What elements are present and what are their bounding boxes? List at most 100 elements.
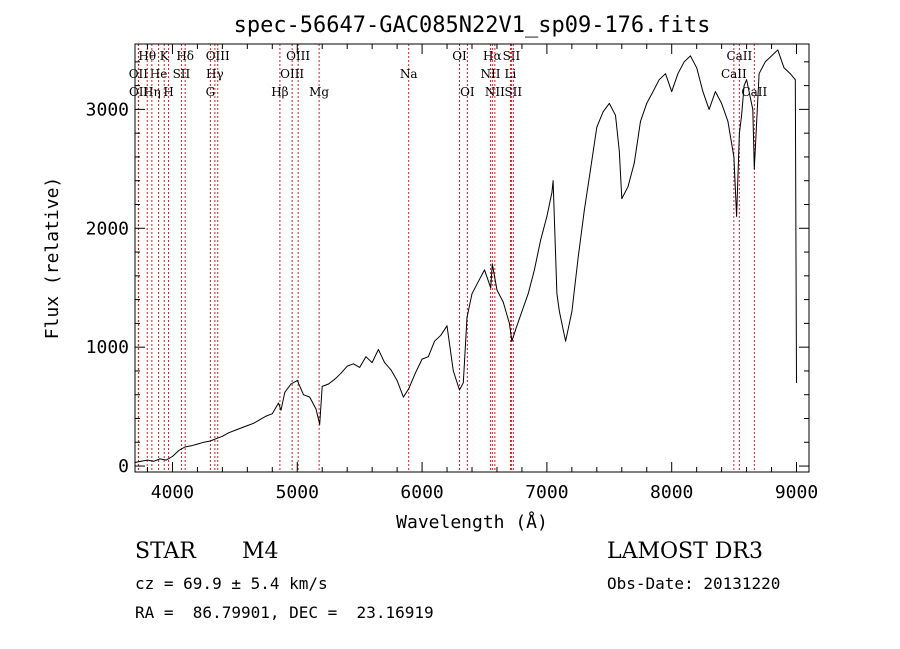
x-tick-label: 4000 [151, 482, 194, 503]
data-point [403, 396, 404, 398]
data-point [284, 391, 286, 393]
data-point [596, 126, 598, 128]
line-label: Hη [143, 85, 161, 99]
series-line-spectrum [134, 49, 797, 463]
line-label: G [206, 85, 216, 99]
data-point [583, 210, 585, 211]
data-point [683, 61, 685, 63]
data-point [556, 293, 558, 295]
data-point [147, 459, 148, 461]
data-point [378, 349, 379, 350]
data-point [290, 383, 292, 385]
data-point [696, 67, 698, 69]
data-point [665, 73, 666, 75]
data-point [565, 340, 566, 342]
sky-coordinates: RA = 86.79901, DEC = 23.16919 [135, 603, 434, 622]
data-point [752, 109, 754, 110]
x-axis-ticks: 4000 5000 6000 7000 8000 9000 [146, 44, 818, 503]
data-point [159, 458, 161, 460]
data-point [746, 79, 747, 81]
data-point [215, 438, 217, 440]
y-tick-label: 1000 [86, 337, 129, 358]
data-point [190, 445, 192, 447]
data-point [618, 150, 620, 152]
chart-title: spec-56647-GAC085N22V1_sp09-176.fits [234, 13, 711, 38]
y-axis-label: Flux (relative) [42, 177, 63, 340]
data-point [640, 120, 641, 122]
data-point [491, 263, 493, 265]
data-point [371, 362, 373, 363]
line-label: OIII [206, 49, 230, 63]
x-tick-label: 7000 [525, 482, 568, 503]
data-point [677, 73, 679, 75]
data-point [466, 317, 468, 318]
line-label: K [160, 49, 170, 63]
y-tick-label: 2000 [86, 218, 129, 239]
data-point [140, 460, 142, 462]
data-point [527, 293, 529, 295]
data-point [165, 459, 167, 461]
data-point [496, 289, 498, 291]
data-point [490, 287, 492, 289]
line-label: SII [173, 67, 191, 81]
data-point [459, 389, 460, 391]
survey-name: LAMOST DR3 [607, 539, 763, 564]
x-tick-label: 8000 [650, 482, 693, 503]
data-point [153, 460, 155, 462]
data-point [777, 49, 779, 51]
data-point [319, 424, 321, 425]
data-point [440, 334, 442, 336]
data-point [502, 301, 504, 303]
data-point [789, 73, 791, 75]
data-point [794, 79, 796, 81]
data-point [265, 415, 267, 417]
x-tick-label: 9000 [775, 482, 818, 503]
data-point [743, 85, 745, 86]
data-point [303, 394, 304, 396]
data-point [511, 340, 513, 342]
data-point [484, 269, 485, 271]
data-point [359, 367, 361, 368]
x-tick-label: 6000 [400, 482, 443, 503]
data-point [390, 369, 392, 371]
data-point [621, 198, 623, 200]
data-point [384, 362, 385, 363]
line-label: NII [480, 67, 500, 81]
data-point [764, 61, 766, 63]
data-point [278, 402, 279, 404]
line-label: Mg [309, 85, 329, 99]
y-axis-ticks: 0 1000 2000 3000 [86, 61, 809, 477]
data-point [246, 425, 248, 426]
line-label: CaII [721, 67, 747, 81]
line-label: Hδ [176, 49, 194, 63]
data-point [690, 55, 691, 57]
data-point [346, 365, 348, 367]
data-point [184, 446, 186, 448]
data-point [228, 432, 230, 434]
line-label: He [150, 67, 168, 81]
data-point [708, 109, 710, 110]
data-point [477, 281, 479, 283]
spectrum-series [134, 49, 797, 463]
data-point [340, 372, 342, 374]
data-point [365, 356, 367, 358]
data-point [521, 311, 523, 312]
data-point [421, 358, 423, 360]
line-label: Hβ [271, 85, 288, 99]
data-point [739, 132, 740, 134]
line-label: SII [503, 49, 521, 63]
data-point [753, 168, 755, 170]
data-point [602, 111, 604, 113]
line-label: OI [460, 85, 475, 99]
spectrum-chart: spec-56647-GAC085N22V1_sp09-176.fits Hθ O… [42, 13, 818, 533]
line-label: OII [129, 85, 149, 99]
observation-date: Obs-Date: 20131220 [607, 574, 781, 593]
line-label: OIII [286, 49, 310, 63]
line-label: NII [485, 85, 505, 99]
line-label: Hθ [138, 49, 156, 63]
data-point [172, 456, 173, 457]
data-point [633, 162, 635, 164]
data-point [321, 386, 323, 387]
data-point [758, 73, 760, 75]
